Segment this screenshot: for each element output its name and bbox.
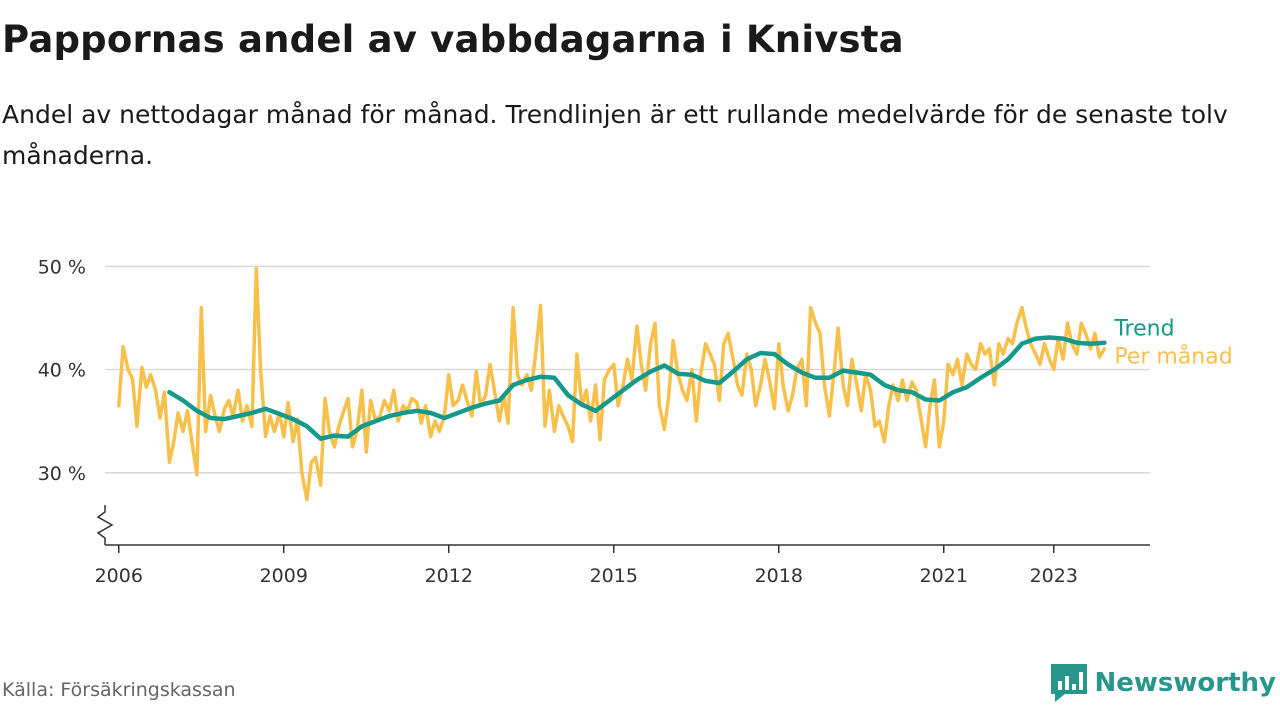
trend-line	[167, 335, 1107, 441]
x-tick-label: 2006	[95, 565, 143, 587]
axes: 30 % 40 % 50 % 2006 2009 2012 2015 2018 2021 2023	[38, 256, 1150, 587]
legend-label-monthly: Per månad	[1114, 344, 1232, 370]
y-tick-label: 40 %	[38, 360, 86, 382]
chart-subtitle: Andel av nettodagar månad för månad. Tre…	[2, 100, 1228, 170]
x-tick-label: 2012	[425, 565, 473, 587]
x-tick-label: 2023	[1030, 565, 1078, 587]
series-lines	[117, 266, 1107, 502]
monthly-line	[117, 266, 1107, 502]
legend-label-trend: Trend	[1113, 317, 1174, 342]
brand-name: Newsworthy	[1094, 668, 1276, 698]
source-note: Källa: Försäkringskassan	[2, 679, 236, 701]
chart-title: Pappornas andel av vabbdagarna i Knivsta	[2, 18, 904, 61]
axis-break-icon	[96, 505, 114, 545]
x-tick-label: 2021	[920, 565, 968, 587]
y-tick-label: 30 %	[38, 463, 86, 485]
brand-logo[interactable]: Newsworthy	[1050, 664, 1276, 702]
x-tick-label: 2009	[260, 565, 308, 587]
x-tick-label: 2018	[755, 565, 803, 587]
x-tick-label: 2015	[590, 565, 638, 587]
bar-chart-logo-icon	[1050, 664, 1087, 702]
y-tick-label: 50 %	[38, 256, 86, 278]
